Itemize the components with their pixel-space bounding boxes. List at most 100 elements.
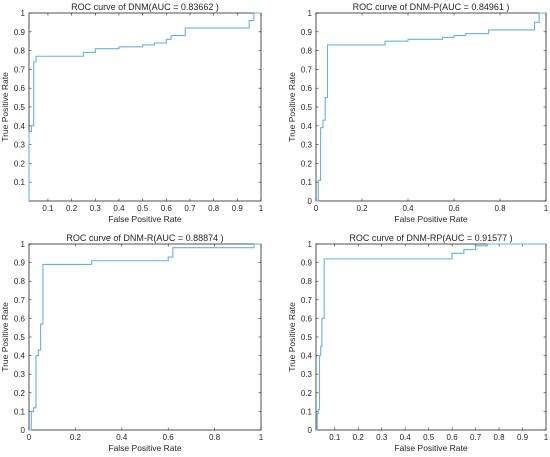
y-axis-label: True Positive Rate bbox=[0, 72, 10, 142]
y-tick-label: 0 bbox=[308, 197, 313, 206]
x-tick-label: 0.3 bbox=[376, 433, 388, 442]
x-axis-label: False Positive Rate bbox=[394, 214, 467, 224]
x-axis-label: False Positive Rate bbox=[108, 214, 181, 224]
y-tick-label: 0.3 bbox=[14, 141, 26, 150]
x-tick-label: 0.4 bbox=[400, 433, 412, 442]
y-tick-label: 0.7 bbox=[301, 65, 313, 74]
y-tick-label: 1 bbox=[21, 240, 26, 249]
y-tick-label: 0.9 bbox=[14, 259, 26, 268]
y-axis-label: True Positive Rate bbox=[0, 302, 10, 372]
y-tick-label: 0.7 bbox=[14, 65, 26, 74]
roc-curve-line bbox=[316, 12, 546, 202]
y-tick-label: 1 bbox=[308, 9, 313, 18]
y-tick-label: 0.9 bbox=[301, 259, 313, 268]
y-tick-label: 0.6 bbox=[301, 84, 313, 93]
y-tick-label: 0.2 bbox=[301, 389, 313, 398]
y-tick-label: 0.5 bbox=[14, 103, 26, 112]
y-tick-label: 0.1 bbox=[14, 407, 26, 416]
roc-panel-4: 0.1 0.2 0.3 0.4 0.5 0.6 0.7 0.8 0.9 1 0 0.1 0.2 0.3 0.… bbox=[287, 233, 549, 453]
chart-title: ROC curve of DNM-R(AUC = 0.88874 ) bbox=[66, 233, 223, 243]
x-tick-label: 0.2 bbox=[70, 433, 82, 442]
x-tick-label: 0.1 bbox=[42, 204, 54, 213]
y-tick-label: 0.6 bbox=[301, 314, 313, 323]
y-tick-label: 0.5 bbox=[301, 333, 313, 342]
y-tick-label: 0.4 bbox=[301, 122, 313, 131]
y-tick-label: 0.2 bbox=[301, 159, 313, 168]
x-tick-label: 0.8 bbox=[494, 204, 506, 213]
x-tick-label: 0.8 bbox=[493, 433, 505, 442]
x-tick-label: 0.5 bbox=[423, 433, 435, 442]
roc-panel-3: 0 0.2 0.4 0.6 0.8 1 0 0.1 0.2 0.3 0.4 0.5 0.6 0.7 0.8 0… bbox=[0, 233, 264, 453]
x-tick-label: 0.4 bbox=[116, 433, 128, 442]
chart-title: ROC curve of DNM(AUC = 0.83662 ) bbox=[71, 2, 219, 12]
x-tick-label: 1 bbox=[544, 433, 549, 442]
y-tick-label: 0.9 bbox=[14, 28, 26, 37]
y-tick-label: 0.8 bbox=[301, 277, 313, 286]
x-tick-label: 0.7 bbox=[470, 433, 482, 442]
y-tick-label: 0 bbox=[308, 426, 313, 435]
y-tick-label: 1 bbox=[21, 9, 26, 18]
x-tick-label: 1 bbox=[544, 204, 549, 213]
x-tick-label: 0.2 bbox=[356, 204, 368, 213]
roc-panel-2: 0 0.2 0.4 0.6 0.8 1 0 0.1 0.2 0.3 0.4 0.5 0.6 0.7 0.8 0… bbox=[287, 2, 549, 224]
plot-area bbox=[315, 12, 547, 202]
y-tick-label: 0.4 bbox=[14, 352, 26, 361]
x-tick-label: 0.1 bbox=[329, 433, 341, 442]
plot-area bbox=[315, 243, 547, 431]
x-tick-label: 0.9 bbox=[232, 204, 244, 213]
y-tick-label: 0.5 bbox=[14, 333, 26, 342]
x-tick-label: 0.2 bbox=[353, 433, 365, 442]
y-tick-label: 0.2 bbox=[14, 389, 26, 398]
y-tick-label: 0 bbox=[21, 426, 26, 435]
x-tick-label: 0.3 bbox=[90, 204, 102, 213]
x-axis-label: False Positive Rate bbox=[108, 443, 181, 453]
roc-curve-line bbox=[316, 243, 546, 431]
x-tick-label: 0.8 bbox=[209, 433, 221, 442]
y-tick-label: 0.7 bbox=[14, 296, 26, 305]
y-tick-label: 1 bbox=[308, 240, 313, 249]
y-tick-label: 0.4 bbox=[301, 352, 313, 361]
x-tick-label: 0.6 bbox=[161, 204, 173, 213]
chart-title: ROC curve of DNM-P(AUC = 0.84961 ) bbox=[353, 2, 510, 12]
y-tick-label: 0.3 bbox=[301, 141, 313, 150]
y-tick-label: 0.8 bbox=[14, 47, 26, 56]
y-tick-label: 0.8 bbox=[14, 277, 26, 286]
y-tick-label: 0.8 bbox=[301, 47, 313, 56]
x-tick-label: 1 bbox=[259, 204, 264, 213]
y-tick-label: 0.7 bbox=[301, 296, 313, 305]
x-tick-label: 0.6 bbox=[163, 433, 175, 442]
plot-area bbox=[28, 243, 262, 431]
y-tick-label: 0.2 bbox=[14, 159, 26, 168]
x-tick-label: 1 bbox=[259, 433, 264, 442]
y-tick-label: 0.1 bbox=[301, 178, 313, 187]
chart-title: ROC curve of DNM-RP(AUC = 0.91577 ) bbox=[349, 233, 512, 243]
x-tick-label: 0.9 bbox=[517, 433, 529, 442]
roc-curve-line bbox=[29, 243, 261, 431]
y-tick-label: 0.1 bbox=[301, 407, 313, 416]
x-tick-label: 0.7 bbox=[184, 204, 196, 213]
x-tick-label: 0 bbox=[27, 433, 32, 442]
y-tick-label: 0.3 bbox=[301, 370, 313, 379]
x-axis-label: False Positive Rate bbox=[394, 443, 467, 453]
x-tick-label: 0.6 bbox=[448, 204, 460, 213]
x-tick-label: 0.4 bbox=[402, 204, 414, 213]
roc-curve-line bbox=[28, 12, 261, 201]
x-tick-label: 0.5 bbox=[137, 204, 149, 213]
x-tick-label: 0.8 bbox=[208, 204, 220, 213]
x-tick-label: 0.6 bbox=[447, 433, 459, 442]
x-tick-label: 0.2 bbox=[66, 204, 78, 213]
roc-panel-1: 0.1 0.2 0.3 0.4 0.5 0.6 0.7 0.8 0.9 1 0.1 0.2 0.3 0.4… bbox=[0, 2, 264, 224]
plot-area bbox=[28, 12, 262, 202]
x-tick-label: 0 bbox=[314, 204, 319, 213]
y-tick-label: 0.1 bbox=[14, 178, 26, 187]
y-tick-label: 0.9 bbox=[301, 28, 313, 37]
y-axis-label: True Positive Rate bbox=[287, 72, 297, 142]
y-tick-label: 0.5 bbox=[301, 103, 313, 112]
y-tick-label: 0.4 bbox=[14, 122, 26, 131]
x-tick-label: 0.4 bbox=[113, 204, 125, 213]
y-tick-label: 0.6 bbox=[14, 314, 26, 323]
y-tick-label: 0.6 bbox=[14, 84, 26, 93]
y-axis-label: True Positive Rate bbox=[287, 302, 297, 372]
y-tick-label: 0.3 bbox=[14, 370, 26, 379]
